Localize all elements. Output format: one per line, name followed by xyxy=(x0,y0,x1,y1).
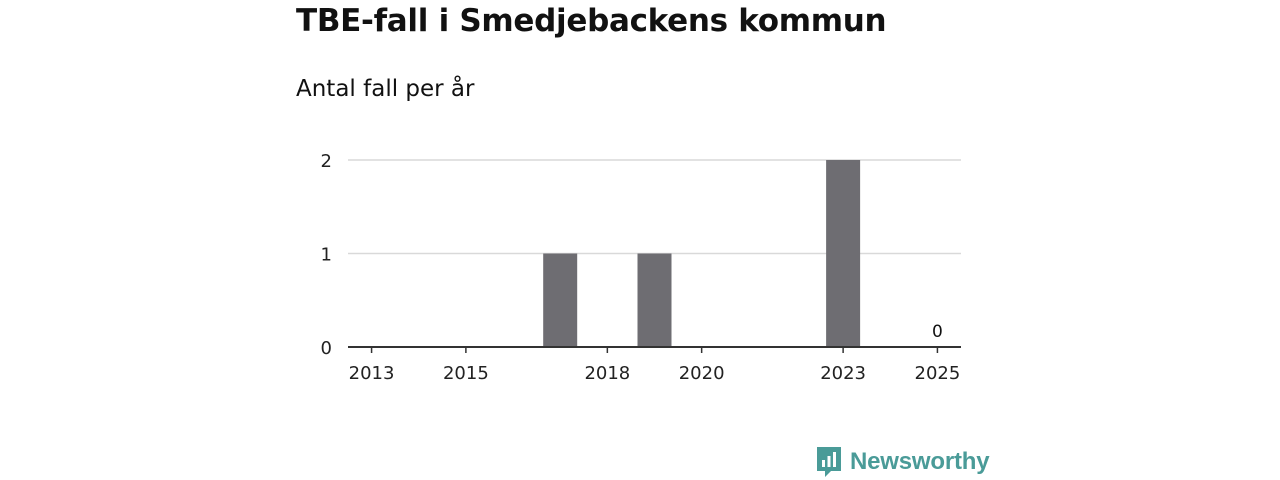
chart-subtitle: Antal fall per år xyxy=(296,76,475,102)
newsworthy-logo-icon xyxy=(817,447,841,477)
newsworthy-logo: Newsworthy xyxy=(815,445,990,479)
chart-title: TBE-fall i Smedjebackens kommun xyxy=(296,3,887,39)
x-tick-label: 2018 xyxy=(584,363,630,384)
bar xyxy=(637,253,672,347)
brand-name: Newsworthy xyxy=(850,448,990,475)
y-tick-label: 0 xyxy=(321,338,332,359)
x-tick-label: 2015 xyxy=(443,363,489,384)
bar xyxy=(826,160,861,347)
x-tick-label: 2025 xyxy=(915,363,961,384)
x-tick-label: 2023 xyxy=(820,363,866,384)
x-tick-label: 2013 xyxy=(349,363,395,384)
data-label: 0 xyxy=(932,322,943,342)
y-tick-label: 1 xyxy=(321,245,332,266)
bar xyxy=(543,253,578,347)
x-tick-label: 2020 xyxy=(679,363,725,384)
y-tick-label: 2 xyxy=(321,151,332,172)
